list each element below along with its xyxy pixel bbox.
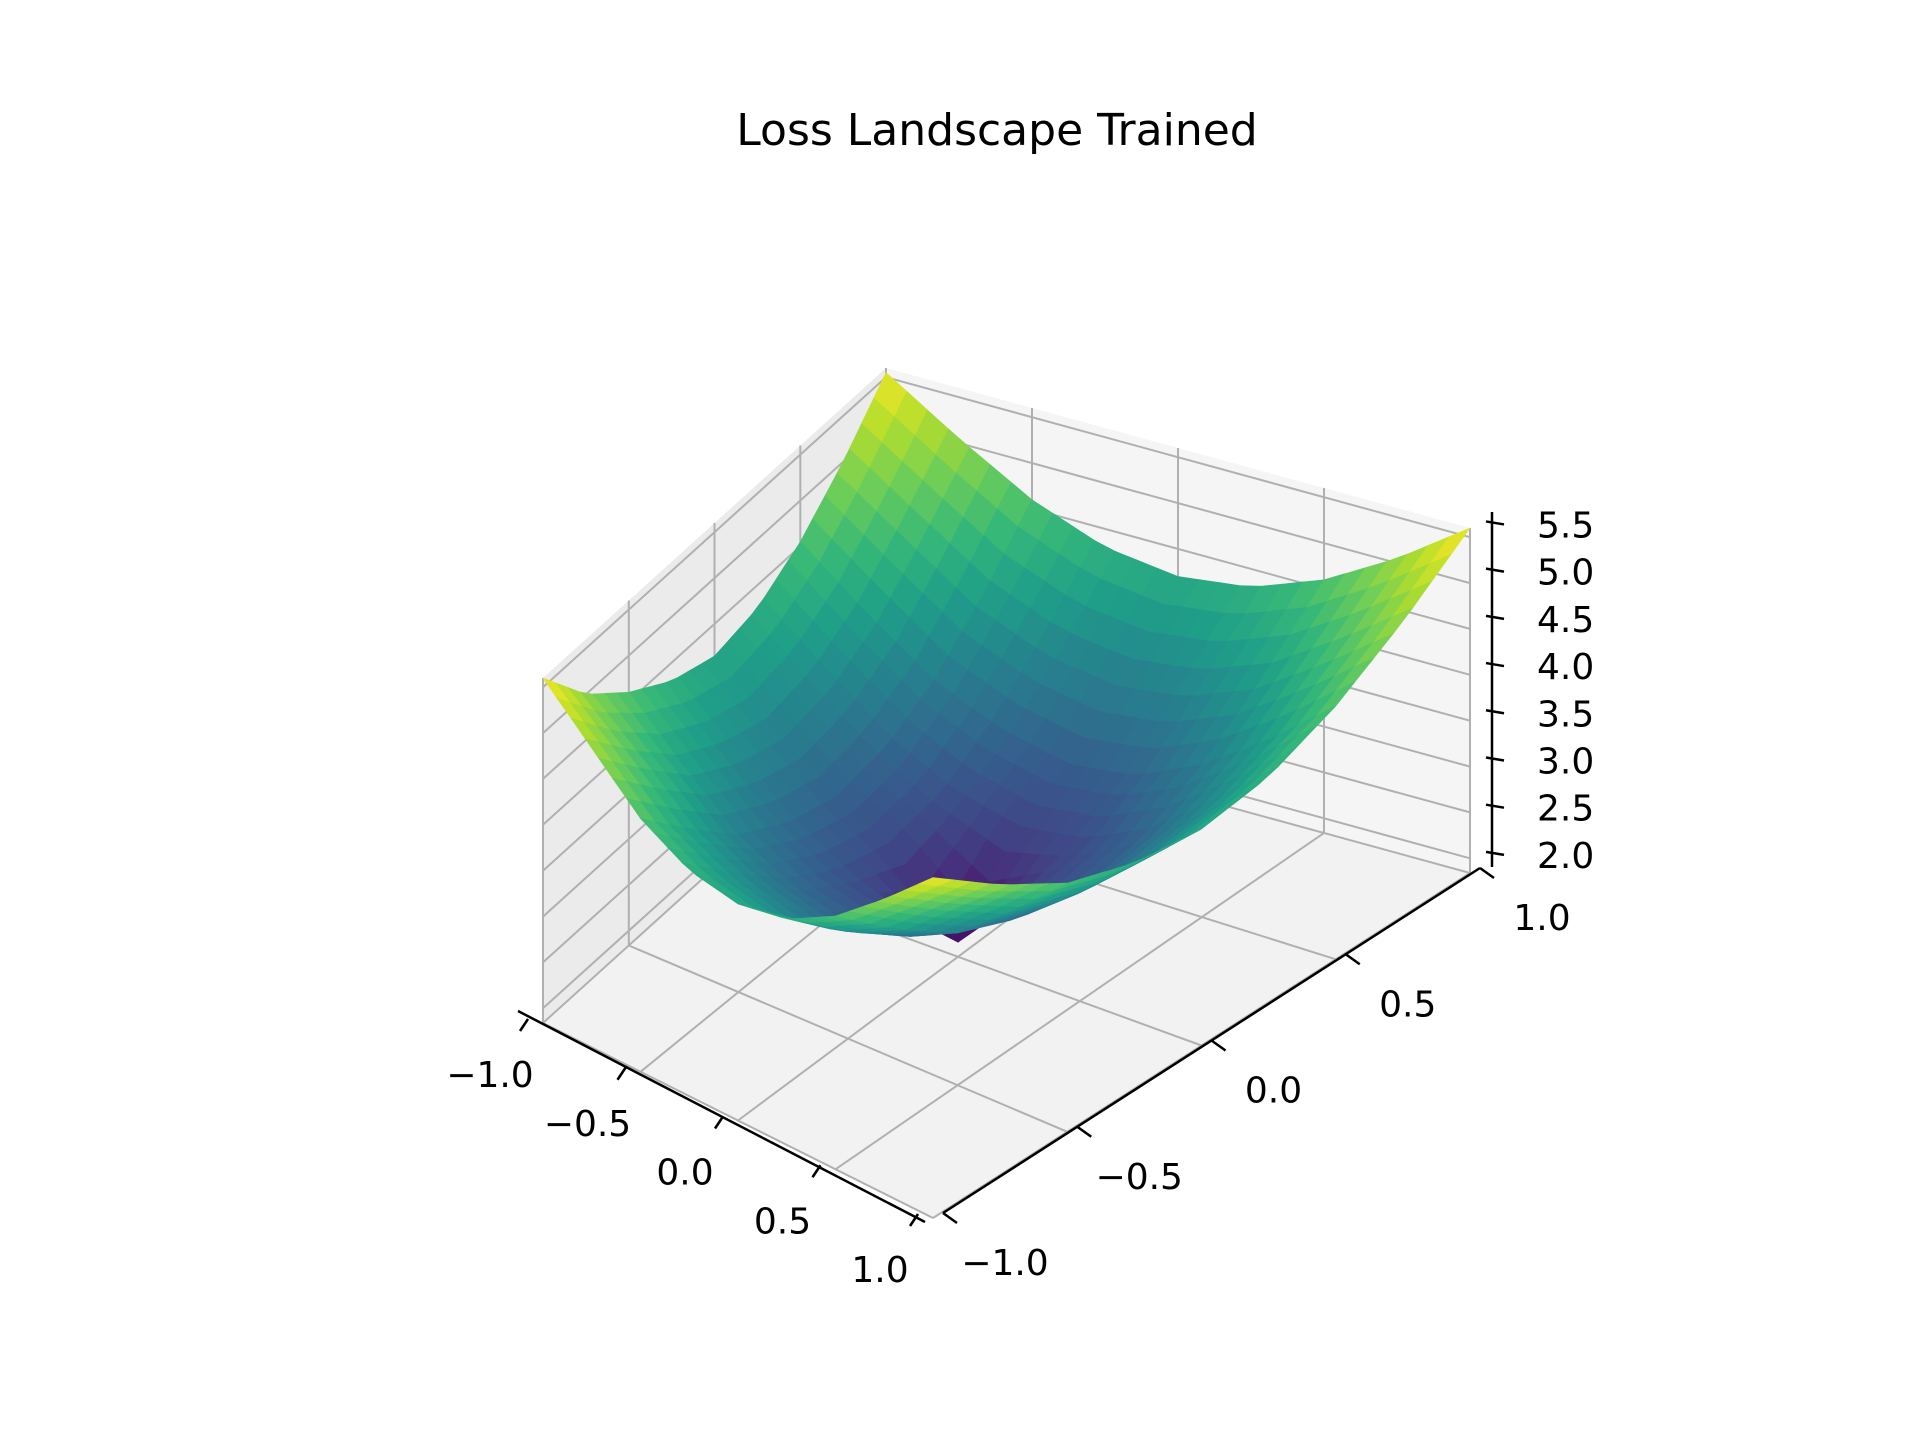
x-tick [811,1164,822,1178]
x-tick [518,1018,530,1032]
z-tick-label: 4.5 [1537,600,1594,641]
z-tick [1485,756,1505,762]
x-tick-label: −0.5 [544,1104,631,1145]
z-tick [1485,850,1505,857]
z-tick [1485,661,1505,668]
z-tick [1485,520,1505,526]
z-tick [1485,803,1505,809]
y-tick [942,1211,958,1225]
z-tick-label: 5.0 [1537,553,1594,594]
y-tick-label: −1.0 [961,1243,1048,1284]
x-tick-label: 0.0 [656,1153,713,1194]
x-tick [713,1115,725,1130]
y-tick-label: 0.0 [1245,1071,1302,1112]
z-tick-label: 2.0 [1537,836,1594,877]
x-tick-label: −1.0 [446,1055,533,1096]
x-tick-label: 1.0 [851,1250,908,1291]
z-tick [1485,709,1505,715]
axes: −1.0 −0.5 0.0 0.5 1.0 −1.0 −0.5 0.0 0.5 1.0 2.0 2.5… [446,505,1594,1291]
surface-mesh [542,372,1471,943]
y-tick [1479,866,1495,880]
z-tick [1485,567,1505,573]
y-tick-label: 0.5 [1379,984,1436,1025]
z-tick-label: 4.0 [1537,647,1594,688]
x-tick [616,1067,627,1081]
y-tick [1210,1039,1227,1052]
y-tick [1076,1125,1092,1138]
y-tick [1345,953,1361,966]
y-tick-label: −0.5 [1096,1157,1183,1198]
z-tick-label: 5.5 [1537,505,1594,546]
y-tick-label: 1.0 [1513,898,1570,939]
z-tick [1485,614,1505,621]
z-tick-label: 3.5 [1537,694,1594,735]
surface-patch [917,877,954,887]
z-tick-label: 2.5 [1537,789,1594,830]
x-tick-label: 0.5 [754,1201,811,1242]
z-tick-label: 3.0 [1537,741,1594,782]
chart-title: Loss Landscape Trained [736,105,1257,156]
x-tick [908,1213,920,1227]
